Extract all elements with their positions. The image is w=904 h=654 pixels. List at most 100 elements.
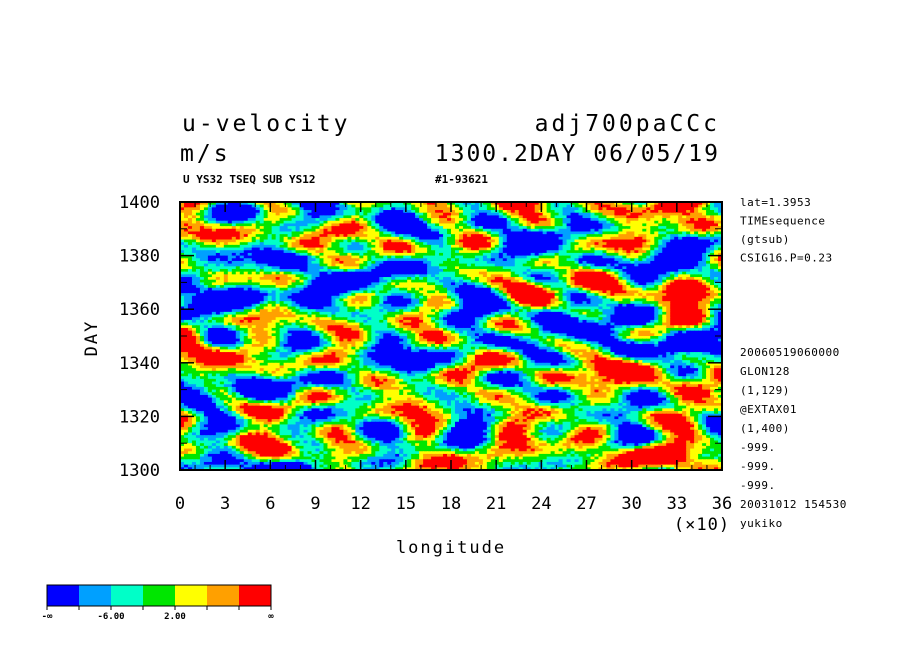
heatmap-cell [698,287,703,292]
heatmap-cell [239,244,245,249]
heatmap-cell [654,269,659,273]
heatmap-cell [211,285,217,289]
heatmap-cell [530,226,536,230]
heatmap-cell [303,271,309,275]
heatmap-cell [550,285,556,289]
heatmap-cell [606,247,612,251]
heatmap-cell [379,269,384,273]
heatmap-cell [486,295,492,300]
heatmap-cell [586,228,592,233]
heatmap-cell [682,274,687,278]
heatmap-cell [191,220,197,225]
heatmap-cell [598,204,604,208]
heatmap-cell [411,260,416,265]
heatmap-cell [474,298,480,302]
heatmap-cell [215,247,221,251]
heatmap-cell [506,282,512,286]
heatmap-cell [690,242,695,246]
heatmap-cell [666,295,671,300]
heatmap-cell [339,228,344,233]
heatmap-cell [610,252,615,257]
heatmap-cell [391,287,396,292]
heatmap-cell [447,228,452,233]
heatmap-cell [207,234,213,238]
heatmap-cell [466,250,472,254]
heatmap-cell [582,255,588,259]
heatmap-cell [622,295,627,300]
heatmap-cell [287,244,293,249]
heatmap-cell [279,266,285,270]
heatmap-cell [454,247,460,251]
heatmap-cell [522,290,528,294]
heatmap-cell [650,282,655,286]
heatmap-cell [359,228,364,233]
heatmap-cell [271,252,277,257]
heatmap-cell [275,210,281,214]
heatmap-cell [419,231,424,235]
heatmap-cell [674,223,679,227]
heatmap-cell [379,247,384,251]
heatmap-cell [554,260,560,265]
heatmap-cell [251,231,257,235]
heatmap-cell [494,258,500,262]
heatmap-cell [658,226,663,230]
heatmap-cell [195,282,201,286]
heatmap-cell [283,274,289,278]
heatmap-cell [682,247,687,251]
heatmap-cell [518,252,524,257]
heatmap-cell [562,239,568,243]
heatmap-cell [239,285,245,289]
heatmap-cell [243,282,249,286]
heatmap-cell [347,263,352,267]
heatmap-cell [411,266,416,270]
heatmap-cell [530,282,536,286]
heatmap-cell [618,279,623,283]
heatmap-cell [315,202,321,206]
heatmap-cell [343,252,348,257]
heatmap-cell [299,244,305,249]
heatmap-cell [506,279,512,283]
heatmap-cell [275,239,281,243]
heatmap-cell [367,252,372,257]
heatmap-cell [315,223,321,227]
heatmap-cell [498,282,504,286]
heatmap-cell [243,258,249,262]
heatmap-cell [542,260,548,265]
heatmap-cell [546,271,552,275]
heatmap-cell [510,239,516,243]
heatmap-cell [510,252,516,257]
heatmap-cell [419,239,424,243]
heatmap-cell [482,228,488,233]
heatmap-cell [411,207,416,211]
heatmap-cell [546,260,552,265]
heatmap-cell [191,298,197,302]
heatmap-cell [351,255,356,259]
heatmap-cell [443,204,448,208]
heatmap-cell [598,207,604,211]
heatmap-cell [478,223,484,227]
heatmap-cell [407,239,412,243]
heatmap-cell [526,266,532,270]
heatmap-cell [451,215,456,219]
heatmap-cell [666,220,671,225]
heatmap-cell [303,215,309,219]
heatmap-cell [319,223,325,227]
heatmap-cell [694,234,699,238]
heatmap-cell [606,207,612,211]
heatmap-cell [694,220,699,225]
heatmap-cell [339,210,344,214]
heatmap-cell [231,202,237,206]
heatmap-cell [403,252,408,257]
heatmap-cell [335,282,341,286]
heatmap-cell [187,226,193,230]
heatmap-cell [702,226,707,230]
heatmap-cell [419,210,424,214]
heatmap-cell [195,247,201,251]
heatmap-cell [658,282,663,286]
heatmap-cell [231,247,237,251]
heatmap-cell [530,266,536,270]
heatmap-cell [267,218,273,222]
heatmap-cell [582,279,588,283]
heatmap-cell [195,212,201,216]
heatmap-cell [622,202,627,206]
